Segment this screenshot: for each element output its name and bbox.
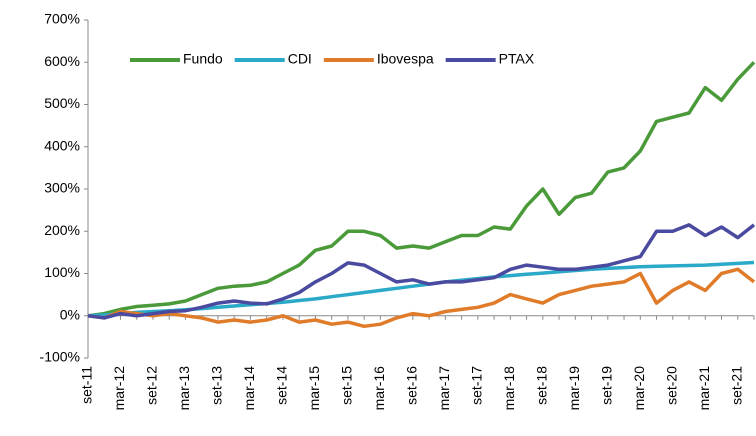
x-tick-label: set-21 [728, 366, 744, 405]
y-tick-label: 500% [44, 95, 80, 111]
y-tick-label: 200% [44, 222, 80, 238]
x-tick-label: mar-16 [371, 366, 387, 411]
x-tick-label: set-12 [144, 366, 160, 405]
x-tick-label: mar-17 [436, 366, 452, 411]
x-tick-label: set-17 [469, 366, 485, 405]
y-tick-label: 400% [44, 137, 80, 153]
x-tick-label: mar-18 [501, 366, 517, 411]
line-series [87, 61, 756, 318]
x-tick-label: set-15 [339, 366, 355, 405]
y-tick-label: 600% [44, 53, 80, 69]
line-series [87, 267, 756, 329]
x-tick-label: set-11 [79, 366, 95, 404]
x-tick-label: set-19 [599, 366, 615, 405]
x-tick-label: mar-12 [111, 366, 127, 411]
y-tick-label: 300% [44, 180, 80, 196]
y-tick-label: -100% [40, 349, 80, 365]
x-tick-label: mar-19 [566, 366, 582, 411]
line-series [87, 223, 756, 320]
y-tick-label: 700% [44, 11, 80, 27]
x-tick-label: mar-21 [696, 366, 712, 411]
line-series [87, 260, 755, 318]
y-tick-label: 100% [44, 264, 80, 280]
x-tick-label: mar-20 [631, 366, 647, 411]
x-tick-label: set-16 [404, 366, 420, 405]
legend-label: Ibovespa [377, 51, 434, 67]
x-tick-label: set-18 [534, 366, 550, 405]
x-tick-label: mar-15 [306, 366, 322, 411]
legend-label: PTAX [499, 51, 535, 67]
x-tick-label: set-14 [274, 366, 290, 405]
x-tick-label: set-20 [663, 366, 679, 405]
x-tick-label: mar-14 [241, 366, 257, 411]
x-tick-label: set-13 [209, 366, 225, 405]
legend-label: CDI [288, 51, 312, 67]
x-tick-label: mar-13 [176, 366, 192, 411]
y-tick-label: 0% [60, 306, 80, 322]
legend-label: Fundo [183, 51, 223, 67]
